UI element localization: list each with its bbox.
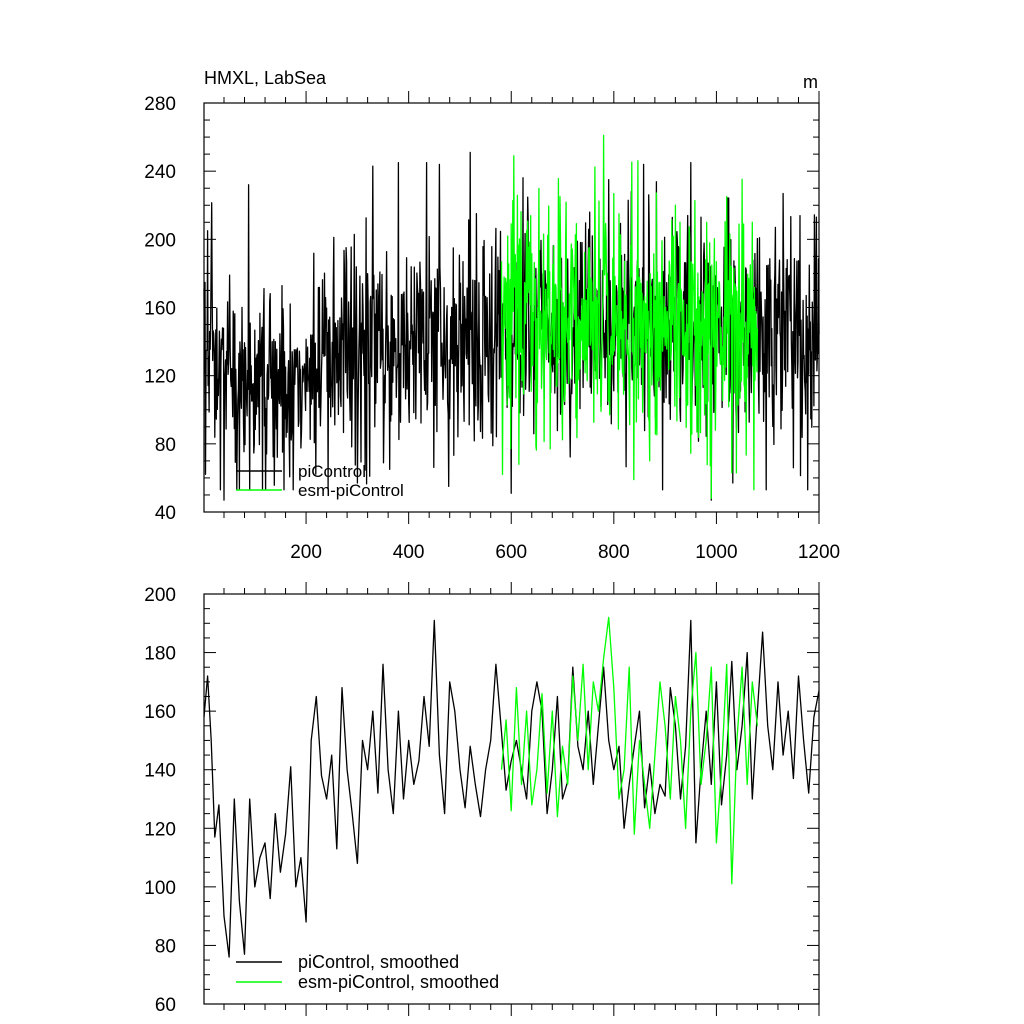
x-tick-label: 1200	[798, 542, 840, 563]
legend-label: piControl	[298, 462, 366, 481]
panel-top-chart: HMXL, LabSea m 40 80 120 160 200 240 280 200 400…	[144, 68, 840, 563]
series-line-esm-picontrol-smoothed	[500, 616, 759, 885]
y-tick-label: 120	[144, 367, 176, 388]
y-tick-label: 240	[144, 162, 176, 183]
y-tick-label: 160	[144, 702, 176, 723]
y-tick-label: 80	[155, 936, 176, 957]
x-tick-label: 800	[598, 542, 630, 563]
y-tick-label: 200	[144, 230, 176, 251]
y-tick-label: 60	[155, 995, 176, 1016]
y-tick-label: 140	[144, 761, 176, 782]
panel-bottom-chart: 60 80 100 120 140 160 180 200 piControl, smooth…	[144, 582, 820, 1016]
legend-label: esm-piControl, smoothed	[298, 972, 499, 992]
y-tick-label: 160	[144, 299, 176, 320]
legend-label: piControl, smoothed	[298, 952, 459, 972]
y-tick-label: 120	[144, 819, 176, 840]
x-tick-label: 200	[290, 542, 322, 563]
legend-label: esm-piControl	[298, 481, 404, 500]
x-tick-label: 1000	[695, 542, 737, 563]
chart-title: HMXL, LabSea	[204, 68, 327, 88]
y-tick-label: 100	[144, 878, 176, 899]
y-tick-label: 200	[144, 585, 176, 606]
units-label: m	[803, 72, 818, 92]
y-tick-label: 180	[144, 644, 176, 665]
x-tick-label: 600	[495, 542, 527, 563]
x-tick-label: 400	[393, 542, 425, 563]
y-tick-label: 80	[155, 435, 176, 456]
y-tick-label: 280	[144, 94, 176, 115]
series-line-esm-picontrol	[500, 134, 759, 500]
y-tick-label: 40	[155, 503, 176, 524]
